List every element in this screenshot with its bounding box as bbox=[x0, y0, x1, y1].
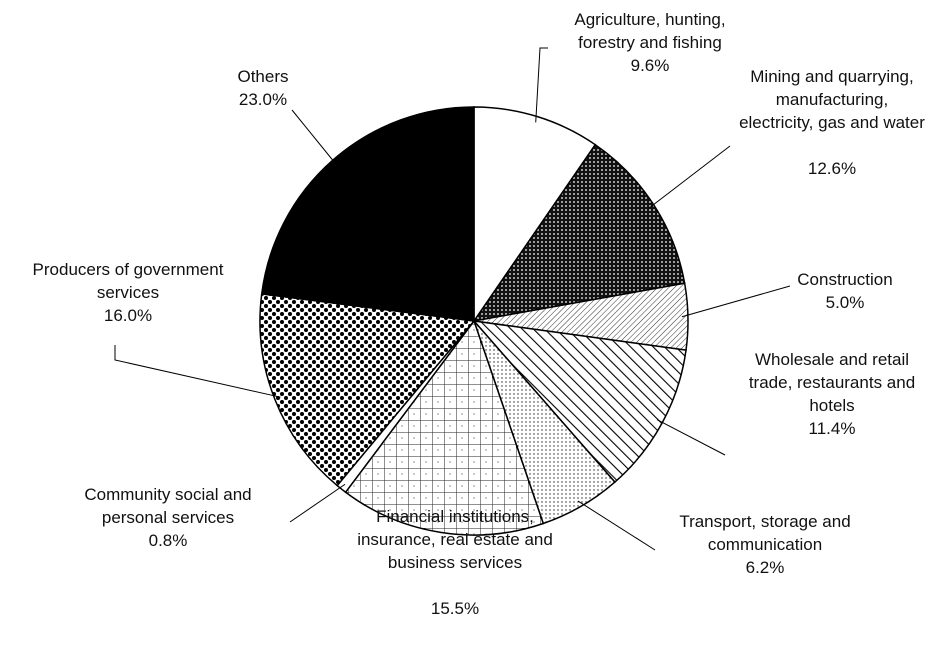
leader-line bbox=[291, 109, 337, 166]
slice-value: 11.4% bbox=[808, 419, 856, 438]
slice-value: 23.0% bbox=[238, 90, 288, 109]
slice-label: Mining and quarrying, manufacturing, ele… bbox=[739, 67, 925, 132]
slice-label: Construction bbox=[797, 270, 893, 289]
leader-line bbox=[289, 483, 346, 523]
slice-label: Others bbox=[237, 67, 289, 86]
slice-label: Agriculture, hunting, forestry and fishi… bbox=[574, 10, 726, 52]
slice-label: Producers of government services bbox=[32, 260, 224, 302]
leader-line bbox=[648, 145, 731, 209]
leader-line bbox=[681, 285, 791, 318]
pie-slice bbox=[259, 293, 476, 487]
slice-value: 5.0% bbox=[825, 293, 865, 312]
leader-line bbox=[114, 345, 281, 398]
slice-label: Community social and personal services bbox=[84, 485, 252, 527]
slice-value: 12.6% bbox=[807, 159, 857, 178]
slice-value: 0.8% bbox=[148, 531, 188, 550]
leader-line bbox=[656, 419, 726, 456]
leader-line bbox=[577, 500, 656, 551]
leader-line bbox=[535, 47, 548, 123]
slice-label: Financial institutions, insurance, real … bbox=[357, 507, 553, 572]
slice-value: 16.0% bbox=[103, 306, 153, 325]
pie-slice bbox=[260, 106, 475, 322]
slice-label: Transport, storage and communication bbox=[679, 512, 851, 554]
pie-slice bbox=[473, 106, 597, 324]
slice-label: Wholesale and retail trade, restaurants … bbox=[748, 350, 916, 415]
slice-value: 6.2% bbox=[745, 558, 785, 577]
pie-slice bbox=[344, 319, 545, 536]
slice-value: 9.6% bbox=[630, 56, 670, 75]
slice-value: 15.5% bbox=[430, 599, 480, 618]
